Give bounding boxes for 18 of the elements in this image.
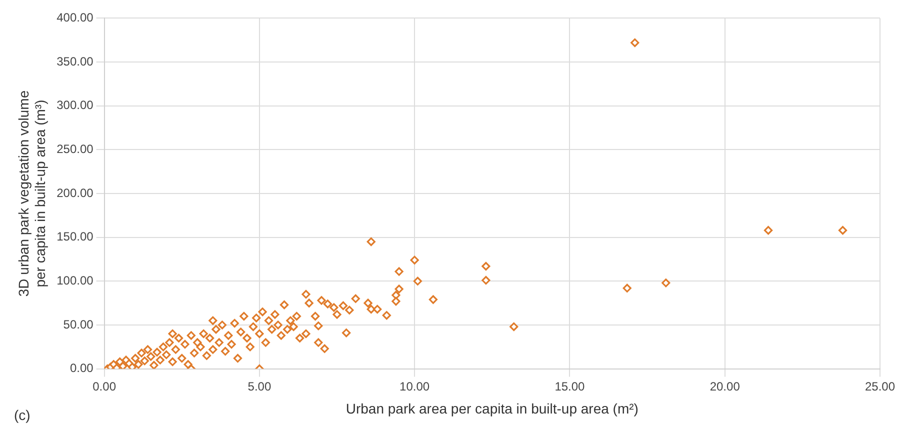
y-tick-label: 200.00: [56, 186, 94, 200]
x-tick-label: 15.00: [554, 379, 586, 394]
y-tick-label: 100.00: [56, 273, 94, 288]
x-tick-label: 5.00: [248, 379, 272, 394]
y-tick-label: 50.00: [63, 317, 94, 332]
x-axis-title: Urban park area per capita in built-up area (m²): [346, 400, 638, 416]
y-tick-label: 150.00: [56, 230, 94, 244]
x-tick-label: 20.00: [710, 379, 740, 394]
y-tick-label: 250.00: [56, 142, 94, 156]
y-tick-label: 0.00: [70, 361, 94, 376]
x-tick-label: 10.00: [400, 379, 430, 394]
y-tick-label: 350.00: [56, 54, 94, 68]
y-tick-label: 400.00: [56, 10, 94, 25]
x-tick-label: 25.00: [864, 379, 896, 394]
y-tick-label: 300.00: [56, 98, 94, 112]
text: (c): [14, 407, 30, 423]
x-tick-label: 0.00: [92, 379, 116, 394]
y-axis-title: 3D urban park vegetation volume per capita in built-up area (m³): [15, 90, 48, 297]
